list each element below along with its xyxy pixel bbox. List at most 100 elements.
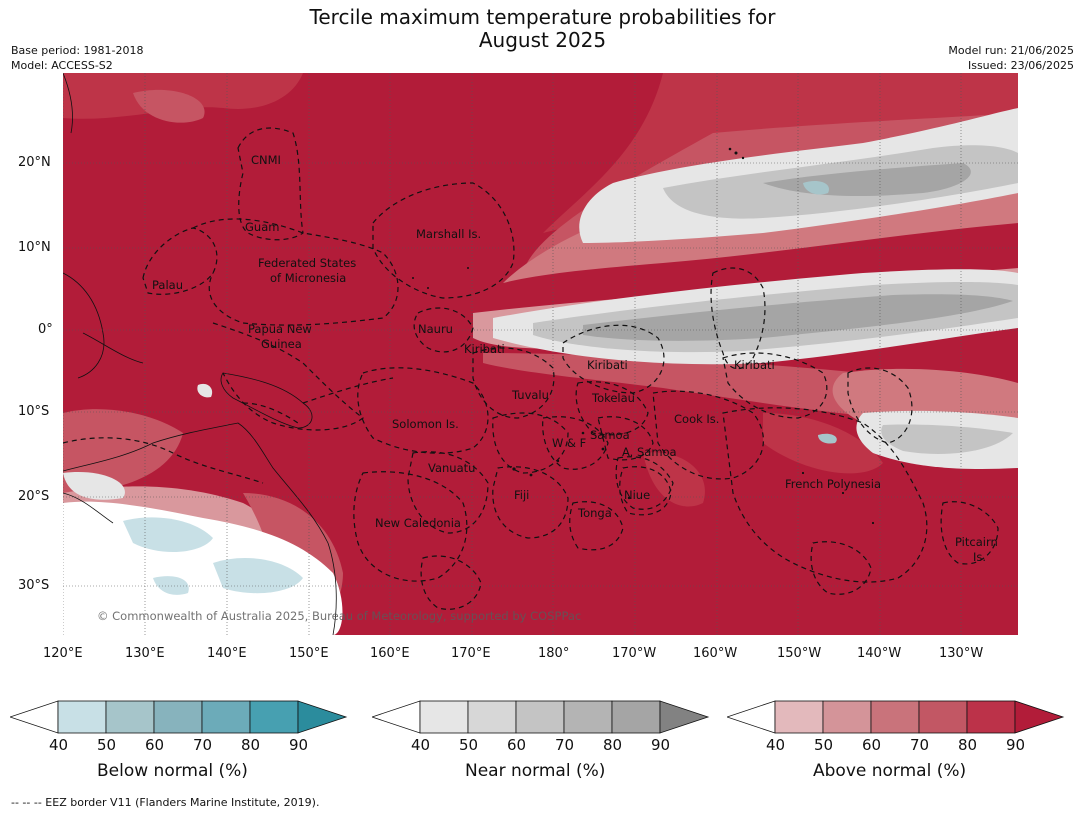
eez-footnote: -- -- -- EEZ border V11 (Flanders Marine…: [11, 796, 320, 809]
label-palau: Palau: [152, 278, 183, 292]
label-png-2: Guinea: [261, 337, 302, 351]
label-solomon: Solomon Is.: [392, 417, 459, 431]
cb-above-segment-4: [918, 700, 968, 734]
cb-above-segment-1: [774, 700, 824, 734]
cb-above-tick-80: 80: [958, 736, 978, 754]
cb-near-tick-90: 90: [651, 736, 671, 754]
cb-above-tick-50: 50: [814, 736, 834, 754]
cb-below-extend-high: [297, 700, 348, 734]
eez-fiji: [492, 466, 569, 539]
label-marshall: Marshall Is.: [416, 227, 482, 241]
eez-samoa: [597, 416, 654, 461]
label-tuvalu: Tuvalu: [512, 388, 549, 402]
cb-above-tick-60: 60: [862, 736, 882, 754]
eez-nauru: [413, 307, 474, 353]
colorbar-near: [370, 700, 712, 740]
label-fsm-1: Federated States: [258, 256, 357, 270]
cb-near-tick-80: 80: [603, 736, 623, 754]
lon-label-140w: 140°W: [857, 646, 902, 661]
label-pitcairn-2: Is.: [973, 550, 987, 564]
coastlines: [63, 73, 337, 635]
colorbar-below-svg: [8, 700, 348, 734]
eez-american-samoa: [615, 456, 674, 510]
cb-near-tick-40: 40: [411, 736, 431, 754]
cb-above-tick-90: 90: [1006, 736, 1026, 754]
lat-label-0: 0°: [38, 322, 53, 337]
colorbar-above: [725, 700, 1067, 740]
eez-tonga: [569, 501, 624, 551]
eez-cook: [652, 390, 764, 480]
cb-above-segment-5: [966, 700, 1016, 734]
cb-near-segment-1: [419, 700, 469, 734]
label-cnmi: CNMI: [251, 153, 281, 167]
eez-french-polynesia: [722, 407, 928, 583]
label-vanuatu: Vanuatu: [428, 461, 476, 475]
eez-tokelau: [575, 381, 649, 436]
lon-label-150w: 150°W: [777, 646, 822, 661]
philippines-coast: [63, 272, 105, 379]
near-normal-bands: [63, 108, 1018, 500]
lon-label-130e: 130°E: [125, 646, 165, 661]
meta-right: Model run: 21/06/2025 Issued: 23/06/2025: [948, 43, 1074, 73]
eez-palau: [142, 227, 218, 295]
lat-label-20s: 20°S: [18, 489, 50, 504]
lon-label-120e: 120°E: [43, 646, 83, 661]
eez-kiribati-east: [722, 352, 828, 419]
cb-below-tick-70: 70: [193, 736, 213, 754]
cb-near-segment-5: [611, 700, 661, 734]
eez-fsm: [192, 218, 399, 326]
colorbar-above-svg: [725, 700, 1065, 734]
label-kiribati-east: Kiribati: [734, 358, 775, 372]
label-nauru: Nauru: [418, 322, 453, 336]
lon-label-160e: 160°E: [370, 646, 410, 661]
cb-below-tick-90: 90: [289, 736, 309, 754]
base-period: Base period: 1981-2018: [11, 44, 144, 57]
issued-date: Issued: 23/06/2025: [967, 59, 1074, 72]
cb-below-segment-3: [153, 700, 203, 734]
cb-below-segment-2: [105, 700, 155, 734]
copyright-notice: © Commonwealth of Australia 2025, Bureau…: [97, 609, 582, 623]
eez-kiribati-central: [562, 324, 665, 394]
probability-map: CNMI Guam Marshall Is. Federated States …: [63, 73, 1018, 635]
cb-above-segment-3: [870, 700, 920, 734]
model-name: Model: ACCESS-S2: [11, 59, 113, 72]
label-niue: Niue: [624, 488, 651, 502]
model-run: Model run: 21/06/2025: [948, 44, 1074, 57]
label-fiji: Fiji: [514, 488, 530, 502]
map-title: Tercile maximum temperature probabilitie…: [0, 6, 1085, 52]
cb-above-extend-high: [1014, 700, 1065, 734]
label-french-polynesia: French Polynesia: [785, 477, 882, 491]
cb-below-tick-40: 40: [49, 736, 69, 754]
lon-label-150e: 150°E: [289, 646, 329, 661]
eez-wallis-futuna: [542, 416, 609, 470]
cb-above-title: Above normal (%): [813, 761, 967, 781]
cb-above-tick-40: 40: [766, 736, 786, 754]
cb-near-tick-70: 70: [555, 736, 575, 754]
title-line-1: Tercile maximum temperature probabilitie…: [309, 5, 776, 29]
eez-png: [212, 322, 365, 431]
cb-below-tick-50: 50: [97, 736, 117, 754]
cb-below-tick-80: 80: [241, 736, 261, 754]
map-canvas: [63, 73, 1018, 635]
colorbar-near-svg: [370, 700, 710, 734]
eez-vanuatu: [407, 451, 489, 534]
cb-near-extend-high: [659, 700, 710, 734]
label-samoa: Samoa: [590, 428, 630, 442]
cb-near-tick-50: 50: [459, 736, 479, 754]
cb-near-tick-60: 60: [507, 736, 527, 754]
label-fsm-2: of Micronesia: [270, 271, 347, 285]
cb-near-title: Near normal (%): [465, 761, 606, 781]
island-dots: [412, 147, 875, 525]
lon-label-160w: 160°W: [693, 646, 738, 661]
cb-above-extend-low: [725, 700, 776, 734]
eez-niue: [619, 466, 672, 516]
cb-above-segment-2: [822, 700, 872, 734]
eez-new-caledonia: [353, 471, 468, 582]
label-tonga: Tonga: [578, 506, 612, 520]
cb-below-title: Below normal (%): [97, 761, 248, 781]
eez-cnmi: [237, 127, 304, 241]
cb-below-segment-5: [249, 700, 299, 734]
label-guam: Guam: [245, 220, 280, 234]
colorbar-below: [8, 700, 350, 740]
label-kiribati-central: Kiribati: [587, 358, 628, 372]
